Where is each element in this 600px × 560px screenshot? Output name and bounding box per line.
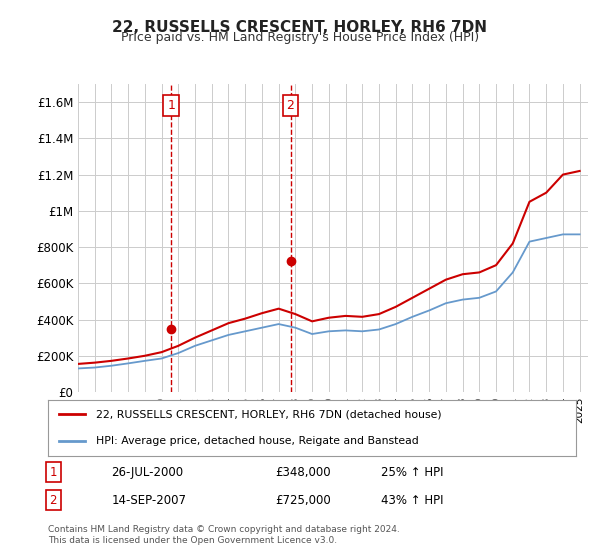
Text: £348,000: £348,000 bbox=[275, 465, 331, 479]
Text: 2: 2 bbox=[287, 99, 295, 112]
Text: £725,000: £725,000 bbox=[275, 494, 331, 507]
Text: HPI: Average price, detached house, Reigate and Banstead: HPI: Average price, detached house, Reig… bbox=[95, 436, 418, 446]
Text: 22, RUSSELLS CRESCENT, HORLEY, RH6 7DN: 22, RUSSELLS CRESCENT, HORLEY, RH6 7DN bbox=[113, 20, 487, 35]
Text: 22, RUSSELLS CRESCENT, HORLEY, RH6 7DN (detached house): 22, RUSSELLS CRESCENT, HORLEY, RH6 7DN (… bbox=[95, 409, 441, 419]
Text: Price paid vs. HM Land Registry's House Price Index (HPI): Price paid vs. HM Land Registry's House … bbox=[121, 31, 479, 44]
Text: 25% ↑ HPI: 25% ↑ HPI bbox=[380, 465, 443, 479]
Text: 26-JUL-2000: 26-JUL-2000 bbox=[112, 465, 184, 479]
Text: 1: 1 bbox=[50, 465, 57, 479]
Text: Contains HM Land Registry data © Crown copyright and database right 2024.
This d: Contains HM Land Registry data © Crown c… bbox=[48, 525, 400, 545]
Text: 2: 2 bbox=[50, 494, 57, 507]
Text: 43% ↑ HPI: 43% ↑ HPI bbox=[380, 494, 443, 507]
Text: 1: 1 bbox=[167, 99, 175, 112]
Text: 14-SEP-2007: 14-SEP-2007 bbox=[112, 494, 187, 507]
